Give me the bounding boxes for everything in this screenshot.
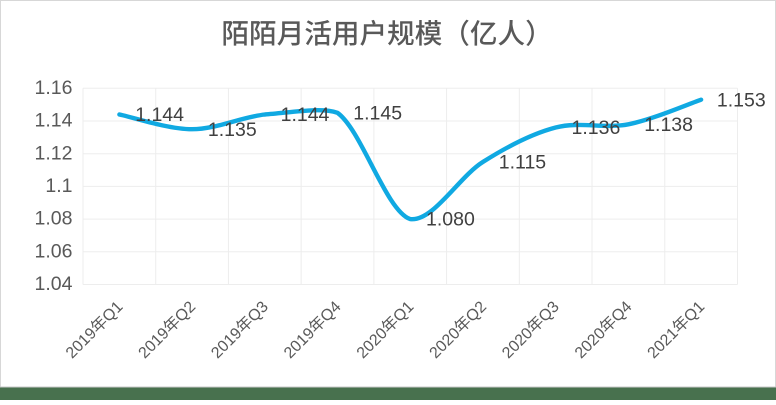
svg-text:1.04: 1.04 <box>35 273 73 295</box>
svg-text:1.08: 1.08 <box>35 208 73 230</box>
svg-text:1.16: 1.16 <box>35 77 73 99</box>
svg-text:1.06: 1.06 <box>35 240 73 262</box>
svg-text:1.115: 1.115 <box>499 152 547 174</box>
svg-text:1.080: 1.080 <box>426 209 475 231</box>
svg-text:1.12: 1.12 <box>35 142 73 164</box>
svg-text:1.144: 1.144 <box>135 104 184 126</box>
svg-text:1.144: 1.144 <box>281 104 330 126</box>
svg-text:1.153: 1.153 <box>717 89 766 111</box>
svg-text:1.136: 1.136 <box>572 117 621 139</box>
svg-text:1.1: 1.1 <box>45 175 72 197</box>
svg-text:1.145: 1.145 <box>353 102 402 124</box>
svg-text:1.14: 1.14 <box>35 110 73 132</box>
svg-text:1.138: 1.138 <box>644 114 693 136</box>
svg-text:1.135: 1.135 <box>208 119 257 141</box>
